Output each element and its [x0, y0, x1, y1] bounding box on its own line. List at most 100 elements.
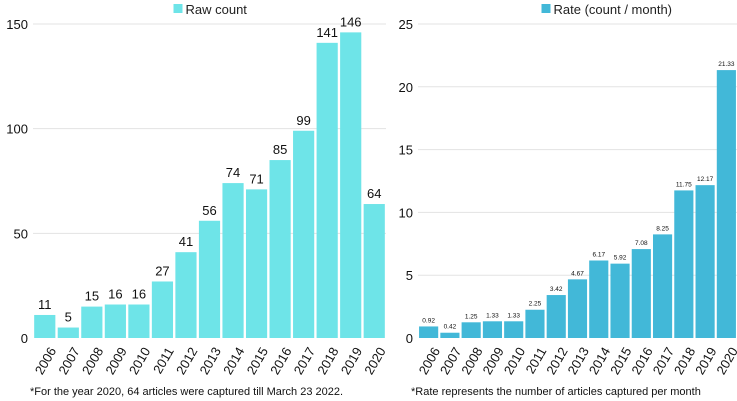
y-tick-label-1-1: 5 [406, 268, 413, 283]
bar-0-2007 [57, 327, 79, 338]
x-tick-label-1-2016: 2016 [628, 345, 655, 378]
x-tick-label-0-2013: 2013 [197, 345, 224, 378]
bar-0-2011 [151, 281, 174, 338]
x-tick-label-0-2019: 2019 [338, 345, 365, 378]
bar-1-2013 [567, 279, 588, 338]
x-tick-label-0-2011: 2011 [150, 345, 177, 377]
x-tick-label-0-2017: 2017 [291, 345, 318, 378]
data-label-0-2014: 74 [226, 165, 240, 180]
x-tick-label-0-2007: 2007 [55, 345, 82, 378]
x-tick-label-0-2006: 2006 [32, 345, 59, 378]
data-label-0-2020: 64 [367, 186, 381, 201]
legend-swatch-1 [541, 4, 551, 13]
bar-1-2017 [652, 234, 673, 338]
bar-0-2018 [316, 42, 338, 339]
data-label-0-2009: 16 [108, 287, 122, 302]
chart-panel-0: 0 50 100 150 11 2006 5 2007 15 2008 16 2009 16 2010 27… [6, 2, 388, 377]
x-tick-label-1-2012: 2012 [543, 345, 570, 378]
bar-0-2019 [340, 32, 362, 339]
bar-1-2012 [546, 295, 566, 338]
x-tick-label-0-2020: 2020 [361, 345, 388, 378]
y-tick-label-0-0: 0 [21, 331, 28, 346]
data-label-0-2012: 41 [179, 234, 193, 249]
data-label-1-2006: 0.92 [422, 317, 435, 324]
data-label-1-2010: 1.33 [507, 312, 520, 319]
bar-1-2016 [631, 249, 651, 338]
data-label-0-2008: 15 [85, 289, 99, 304]
x-tick-label-1-2009: 2009 [479, 345, 506, 378]
y-tick-label-1-2: 10 [399, 205, 413, 220]
y-tick-label-1-3: 15 [399, 143, 413, 158]
legend-swatch-0 [173, 4, 183, 13]
x-tick-label-0-2014: 2014 [220, 345, 247, 378]
footnote-raw-count: *For the year 2020, 64 articles were cap… [30, 386, 344, 398]
x-tick-label-1-2006: 2006 [416, 345, 443, 378]
bar-0-2008 [81, 306, 103, 338]
data-label-0-2017: 99 [296, 113, 310, 128]
data-label-1-2012: 3.42 [550, 286, 563, 293]
bar-1-2014 [589, 260, 609, 338]
data-label-0-2016: 85 [273, 142, 287, 157]
bar-0-2013 [198, 220, 221, 338]
x-tick-label-0-2016: 2016 [267, 345, 294, 378]
bar-0-2014 [222, 183, 244, 338]
bar-0-2012 [175, 252, 197, 338]
x-tick-label-0-2015: 2015 [244, 345, 271, 378]
y-tick-label-1-5: 25 [399, 17, 413, 32]
bar-1-2006 [419, 326, 439, 338]
x-tick-label-0-2018: 2018 [314, 345, 341, 378]
y-tick-label-0-1: 50 [14, 226, 28, 241]
y-tick-label-1-0: 0 [406, 331, 413, 346]
data-label-0-2006: 11 [38, 297, 52, 312]
x-tick-label-1-2018: 2018 [671, 345, 698, 378]
data-label-1-2008: 1.25 [465, 313, 478, 320]
x-tick-label-1-2008: 2008 [458, 345, 485, 378]
footnote-rate: *Rate represents the number of articles … [411, 386, 701, 398]
bar-0-2010 [128, 304, 150, 338]
y-tick-label-1-4: 20 [399, 80, 413, 95]
bar-1-2010 [504, 321, 524, 338]
bar-1-2007 [440, 332, 460, 338]
bar-0-2006 [34, 314, 56, 338]
data-label-0-2007: 5 [65, 310, 72, 325]
x-tick-label-1-2010: 2010 [501, 345, 528, 378]
data-label-0-2011: 27 [155, 263, 169, 278]
x-tick-label-1-2019: 2019 [692, 345, 719, 378]
x-tick-label-1-2015: 2015 [607, 345, 634, 378]
x-tick-label-0-2008: 2008 [79, 345, 106, 378]
data-label-1-2019: 12.17 [697, 176, 714, 183]
data-label-1-2015: 5.92 [614, 255, 627, 262]
data-label-0-2018: 141 [316, 25, 338, 40]
x-tick-label-1-2007: 2007 [437, 345, 464, 378]
bar-0-2016 [269, 160, 291, 338]
legend-label-0: Raw count [186, 2, 248, 17]
data-label-1-2011: 2.25 [529, 301, 542, 308]
data-label-1-2020: 21.33 [718, 61, 735, 68]
x-tick-label-1-2013: 2013 [565, 345, 592, 378]
data-label-0-2019: 146 [340, 14, 362, 29]
x-tick-label-1-2017: 2017 [650, 345, 677, 378]
data-label-1-2018: 11.75 [676, 181, 692, 188]
bar-1-2020 [716, 70, 736, 338]
data-label-0-2015: 71 [249, 171, 263, 186]
y-tick-label-0-3: 150 [6, 17, 28, 32]
bar-1-2019 [695, 185, 715, 338]
data-label-0-2010: 16 [132, 287, 146, 302]
x-tick-label-1-2020: 2020 [713, 345, 737, 378]
chart-panel-1: 0 5 10 15 20 25 0.92 2006 0.42 2007 1.25 2008 1.33 20… [399, 2, 737, 377]
legend-label-1: Rate (count / month) [554, 2, 673, 17]
bar-0-2017 [293, 130, 315, 338]
data-label-1-2017: 8.25 [656, 225, 669, 232]
bar-0-2009 [104, 304, 126, 338]
data-label-1-2013: 4.67 [571, 270, 584, 277]
x-tick-label-0-2010: 2010 [126, 345, 153, 378]
x-tick-label-0-2012: 2012 [173, 345, 200, 378]
data-label-1-2016: 7.08 [635, 240, 648, 247]
x-tick-label-0-2009: 2009 [102, 345, 129, 378]
bar-1-2009 [482, 321, 503, 338]
data-label-0-2013: 56 [202, 203, 216, 218]
data-label-1-2014: 6.17 [592, 252, 605, 259]
bar-1-2008 [461, 322, 481, 338]
